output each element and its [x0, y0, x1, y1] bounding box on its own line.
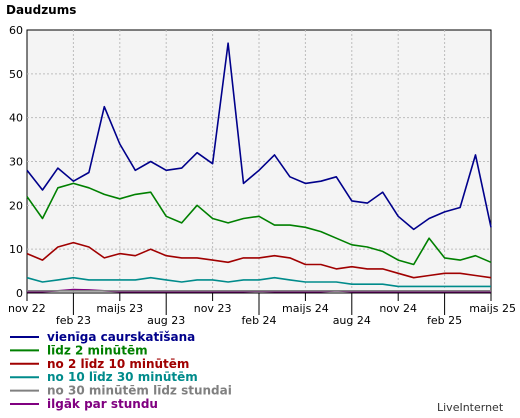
series-lines [26, 42, 492, 293]
y-tick-label: 0 [16, 287, 23, 300]
x-tick-label: maijs 24 [282, 302, 329, 315]
y-tick-label: 30 [9, 156, 23, 169]
y-tick-label: 60 [9, 24, 23, 37]
x-tick-label: maijs 23 [96, 302, 143, 315]
y-tick-label: 20 [9, 199, 23, 212]
y-tick-label: 40 [9, 112, 23, 125]
plot-area [26, 29, 492, 294]
legend-label: līdz 2 minūtēm [47, 343, 148, 357]
legend-label: no 30 minūtēm līdz stundai [47, 384, 232, 398]
x-tick-label: aug 24 [333, 314, 371, 327]
y-tick-label: 50 [9, 68, 23, 81]
series-line-2 [26, 241, 492, 279]
legend-label: ilgāk par stundu [47, 397, 158, 411]
x-tick-label: nov 24 [379, 302, 417, 315]
series-line-1 [26, 182, 492, 266]
x-tick-label: nov 22 [8, 302, 46, 315]
x-tick-label: aug 23 [147, 314, 185, 327]
liveinternet-watermark: LiveInternet [437, 401, 504, 414]
x-tick-label: feb 25 [427, 314, 462, 327]
y-axis-ticks: 0 10 20 30 40 50 60 [9, 24, 23, 300]
legend-label: vienīga caurskatīšana [47, 330, 195, 344]
chart-title: Daudzums [6, 3, 76, 17]
series-line-0 [26, 42, 492, 231]
x-axis-ticks: nov 22 feb 23 maijs 23 aug 23 nov 23 feb 24 ma… [8, 293, 516, 327]
legend-label: no 10 līdz 30 minūtēm [47, 370, 198, 384]
legend-label: no 2 līdz 10 minūtēm [47, 357, 189, 371]
x-tick-label: feb 23 [56, 314, 91, 327]
y-tick-label: 10 [9, 243, 23, 256]
x-tick-label: maijs 25 [469, 302, 516, 315]
x-tick-label: nov 23 [194, 302, 232, 315]
x-tick-label: feb 24 [241, 314, 276, 327]
series-line-3 [26, 276, 491, 288]
